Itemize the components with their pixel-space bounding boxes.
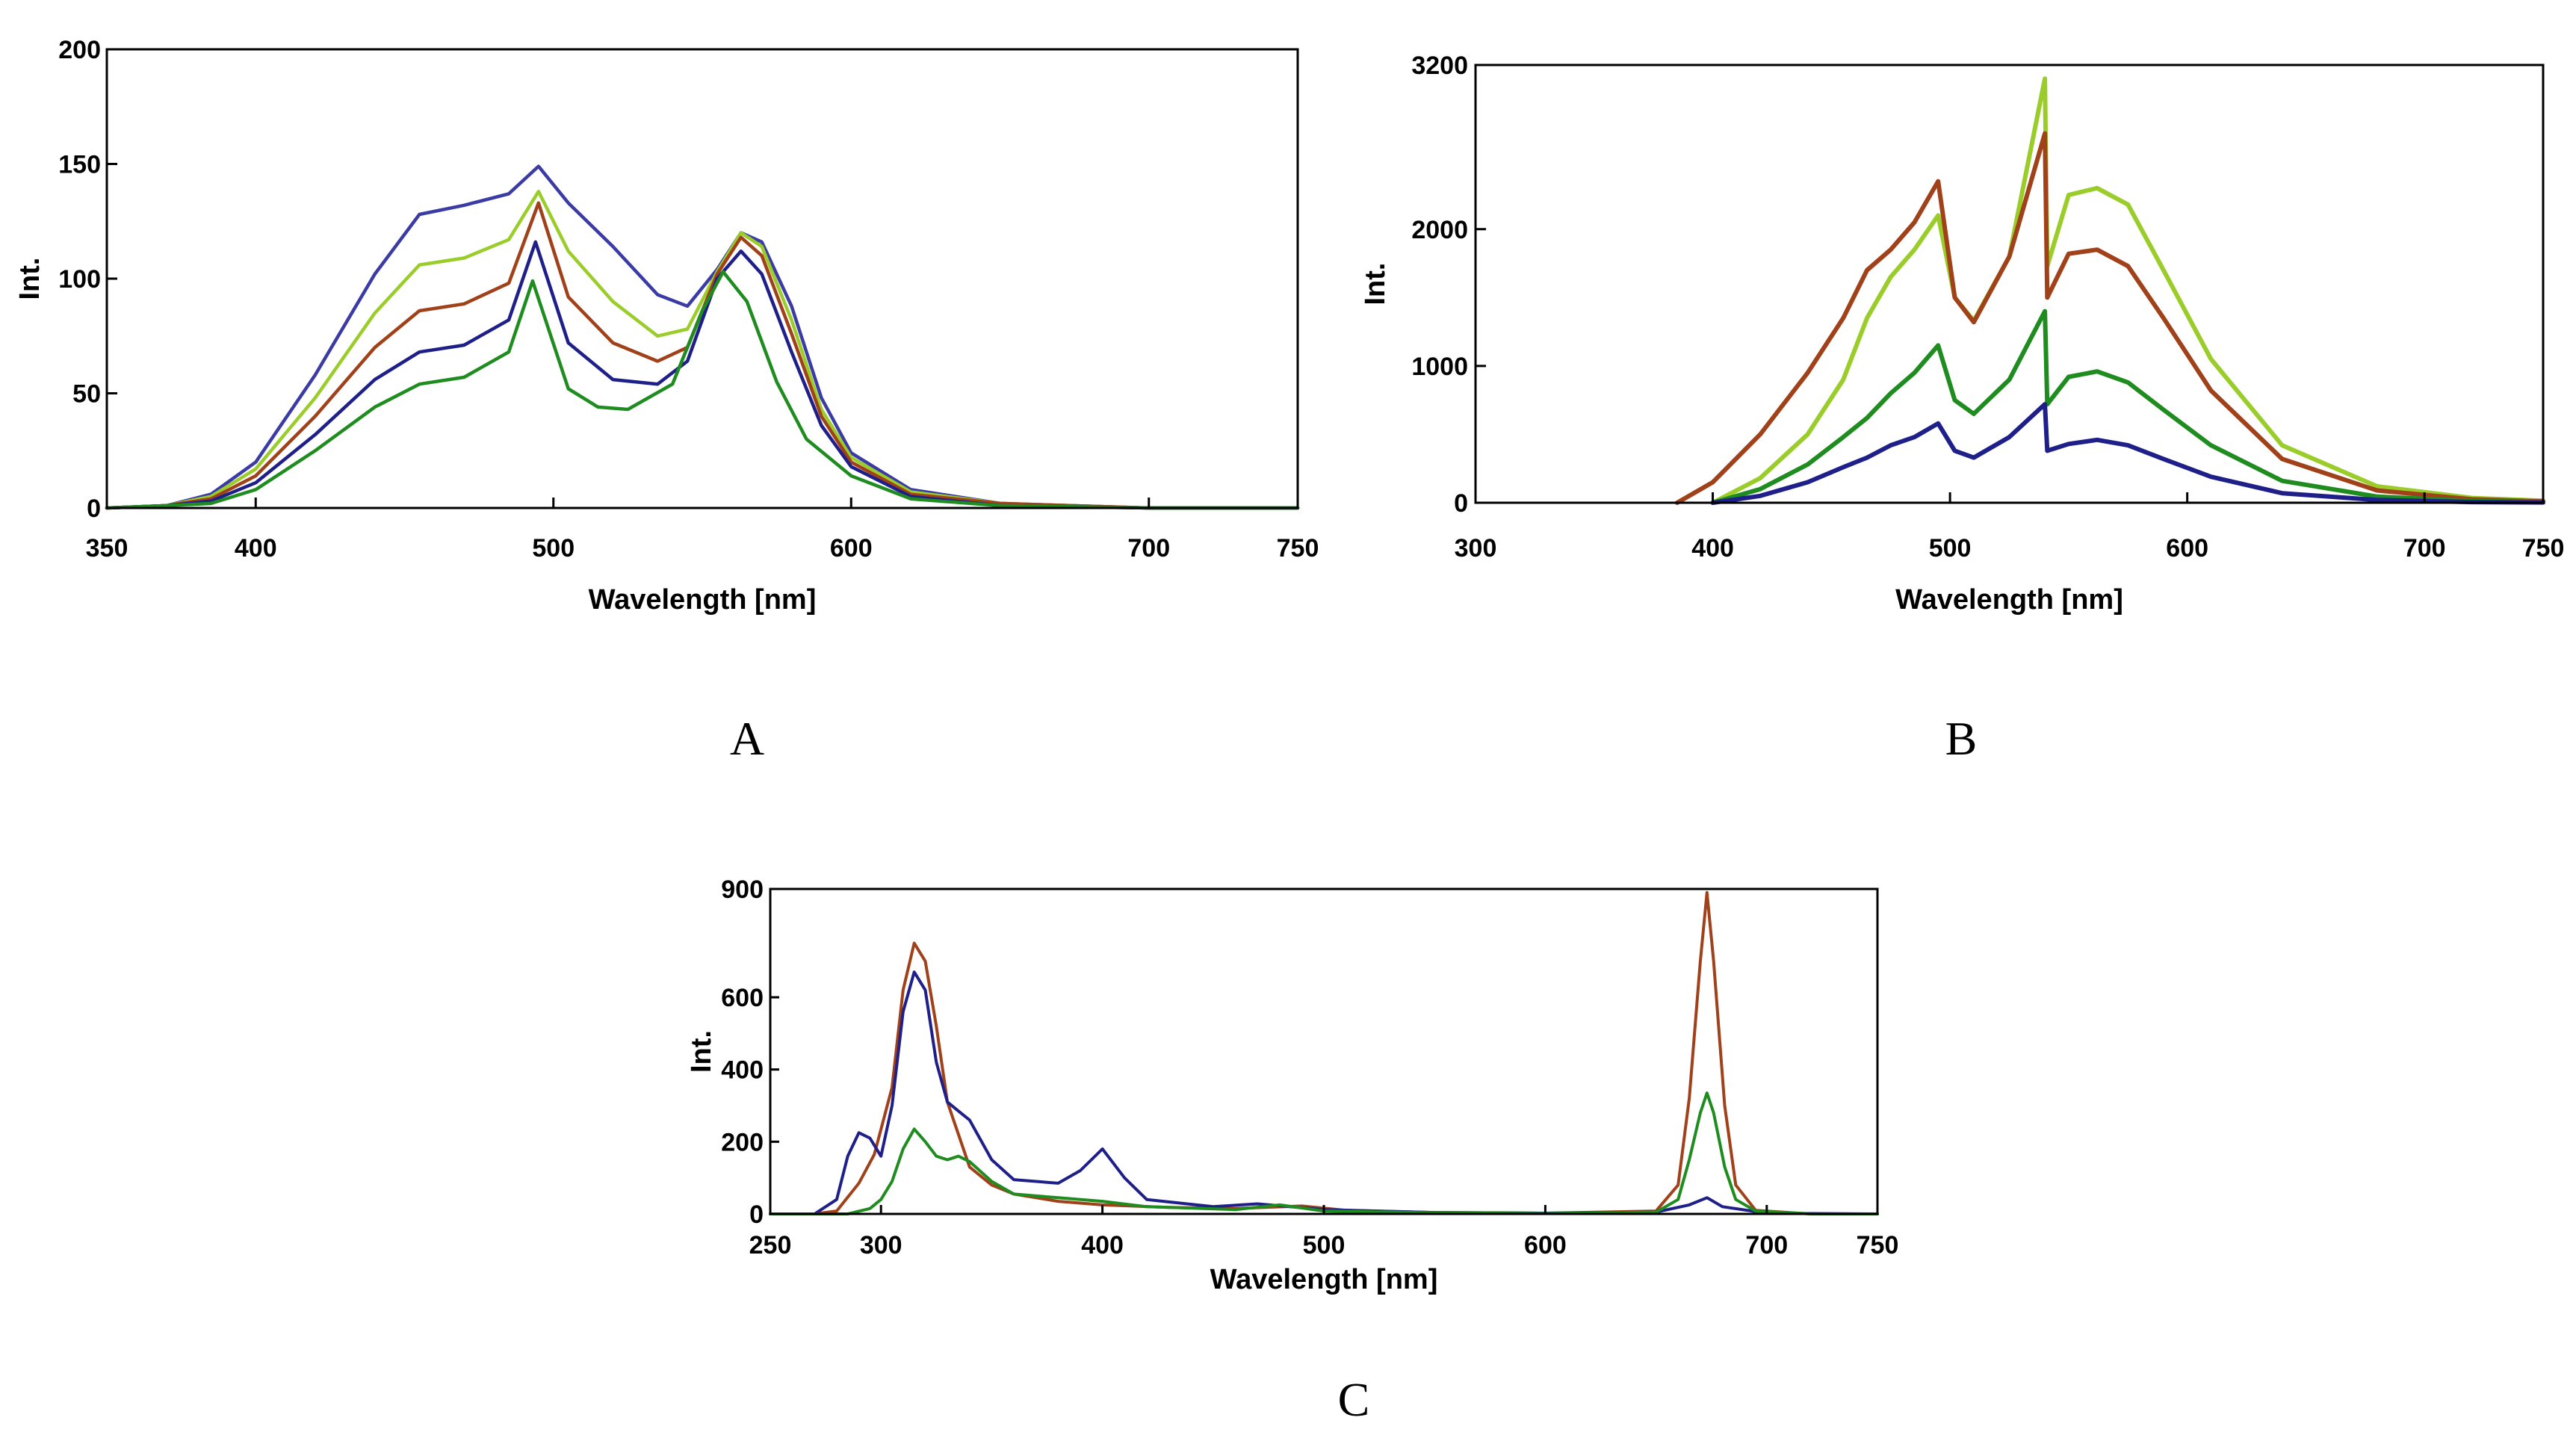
y-tick-label: 3200	[1411, 52, 1468, 80]
plot-frame	[1474, 63, 2545, 504]
y-tick-label: 2000	[1411, 216, 1468, 244]
x-tick-label: 500	[1929, 534, 1972, 563]
series-line-4	[1710, 402, 2545, 505]
y-tick-label: 150	[58, 151, 101, 179]
series-line-3	[1710, 309, 2545, 505]
series-line-3	[769, 1091, 1879, 1215]
y-tick-label: 600	[721, 984, 764, 1012]
x-tick-label: 750	[2522, 534, 2565, 563]
y-tick-label: 0	[1454, 489, 1468, 518]
x-axis-title: Wavelength [nm]	[1210, 1264, 1438, 1295]
x-tick-label: 600	[1524, 1231, 1567, 1259]
x-tick-label: 750	[1857, 1231, 1899, 1259]
series-line-3	[105, 201, 1300, 510]
x-tick-label: 600	[2166, 534, 2208, 563]
series-line-5	[105, 270, 1300, 510]
series-line-4	[105, 240, 1300, 510]
panel-a: 350 400 500 600 700 750 0 50 100 150 200 Wavelength…	[14, 36, 1319, 765]
y-axis-title: Int.	[14, 258, 46, 300]
y-tick-label: 200	[721, 1128, 764, 1156]
x-tick-label: 700	[1745, 1231, 1788, 1259]
panel-label: B	[1945, 712, 1978, 765]
panel-c: 250 300 400 500 600 700 750 0 200 400 600 900 Wavele…	[686, 876, 1898, 1426]
x-tick-label: 300	[860, 1231, 902, 1259]
y-axis-title: Int.	[686, 1030, 717, 1073]
panel-label: C	[1338, 1373, 1370, 1426]
x-axis-title: Wavelength [nm]	[589, 584, 817, 616]
panel-label: A	[730, 712, 764, 765]
x-tick-label: 700	[1127, 534, 1170, 563]
y-tick-label: 200	[58, 36, 101, 64]
x-tick-label: 300	[1455, 534, 1497, 563]
x-tick-label: 750	[1277, 534, 1319, 563]
x-tick-label: 400	[1081, 1231, 1124, 1259]
x-tick-label: 400	[235, 534, 277, 563]
y-tick-label: 0	[749, 1200, 764, 1229]
x-tick-label: 500	[1303, 1231, 1346, 1259]
y-axis-title: Int.	[1360, 263, 1391, 306]
x-tick-label: 700	[2403, 534, 2446, 563]
y-tick-label: 1000	[1411, 353, 1468, 381]
series-line-1	[1710, 76, 2545, 505]
series-line-2	[105, 190, 1300, 510]
y-tick-label: 50	[72, 380, 101, 409]
x-tick-label: 250	[749, 1231, 792, 1259]
x-axis-title: Wavelength [nm]	[1895, 584, 2123, 616]
y-tick-label: 400	[721, 1056, 764, 1085]
x-tick-label: 350	[86, 534, 129, 563]
panel-b: 300 400 500 600 700 750 0 1000 2000 3200 Wavelengt…	[1360, 52, 2564, 765]
y-tick-label: 900	[721, 876, 764, 904]
y-tick-label: 100	[58, 265, 101, 294]
x-tick-label: 500	[532, 534, 575, 563]
series-line-1	[105, 164, 1300, 510]
y-tick-label: 0	[87, 495, 101, 523]
x-tick-label: 400	[1691, 534, 1734, 563]
series-line-2	[1674, 131, 2545, 505]
x-tick-label: 600	[830, 534, 873, 563]
